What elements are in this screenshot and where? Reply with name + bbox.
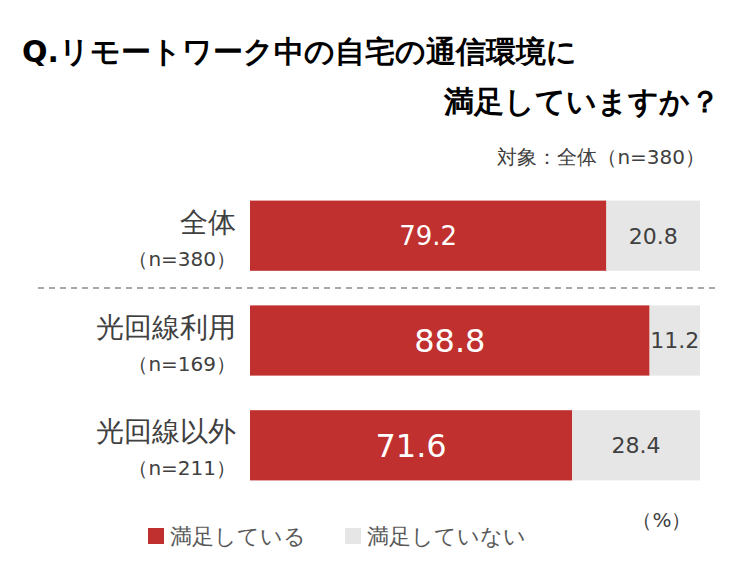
data-label: 71.6 (375, 427, 446, 465)
legend: 満足している 満足していない (148, 524, 526, 549)
category-label: 光回線利用（n=169） (96, 311, 236, 376)
data-labels: 79.2 20.8 88.8 11.2 71.6 28.4 (375, 221, 699, 465)
data-label: 88.8 (414, 322, 485, 360)
separator (38, 287, 718, 289)
title: Q.リモートワーク中の自宅の通信環境に満足していますか？ (22, 34, 720, 119)
axis-label: （%） (632, 508, 691, 532)
legend-swatch (345, 528, 361, 544)
legend-label: 満足していない (367, 524, 526, 549)
chart: Q.リモートワーク中の自宅の通信環境に満足していますか？ 対象：全体（n=380）… (0, 0, 756, 579)
bar (572, 410, 700, 480)
bar (606, 201, 700, 271)
data-label: 28.4 (612, 433, 661, 458)
bar (250, 201, 606, 271)
legend-label: 満足している (170, 524, 306, 549)
subtitle: 対象：全体（n=380） (497, 145, 705, 169)
bar (250, 410, 572, 480)
data-label: 20.8 (629, 224, 678, 249)
category-label: 光回線以外（n=211） (96, 415, 236, 480)
bar (650, 305, 700, 375)
legend-swatch (148, 528, 164, 544)
category-label: 全体（n=380） (128, 206, 236, 271)
bar (250, 305, 650, 375)
bars (250, 201, 700, 481)
data-label: 79.2 (399, 221, 457, 251)
data-label: 11.2 (650, 328, 699, 353)
